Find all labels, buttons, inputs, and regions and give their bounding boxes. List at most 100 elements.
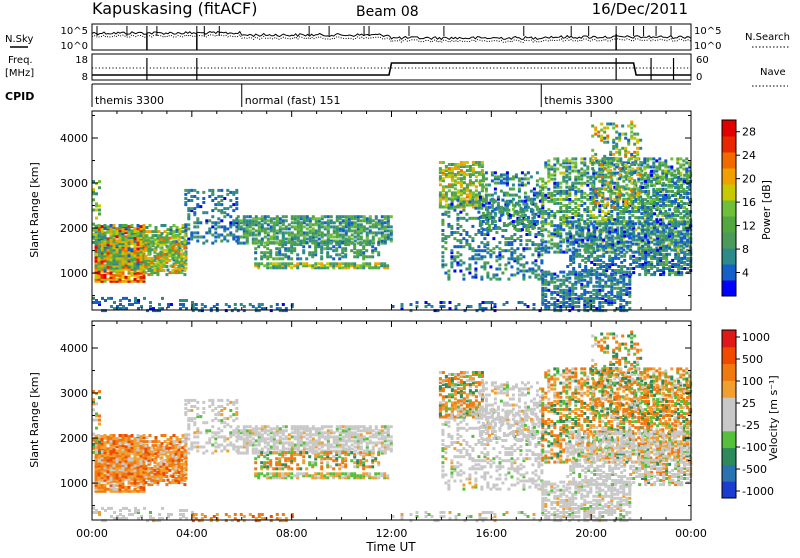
power-cell — [309, 236, 312, 239]
power-cell — [597, 131, 600, 134]
power-cell — [293, 247, 296, 250]
power-cell — [463, 181, 466, 184]
power-cell — [184, 229, 187, 232]
power-cell — [609, 157, 612, 160]
power-cell — [574, 176, 577, 179]
power-cell — [459, 263, 462, 266]
power-cell — [512, 175, 515, 178]
power-cell — [196, 236, 199, 239]
power-cell — [107, 297, 110, 300]
power-cell — [519, 257, 522, 260]
power-cell — [184, 197, 187, 200]
power-cell — [318, 238, 321, 241]
power-cell — [650, 174, 653, 177]
power-cell — [95, 192, 98, 195]
power-cell — [479, 196, 482, 199]
power-cell — [527, 305, 530, 308]
power-cell — [312, 223, 315, 226]
power-cell — [485, 194, 488, 197]
power-cell — [122, 305, 125, 308]
power-cell — [263, 264, 266, 267]
power-cell — [475, 175, 478, 178]
power-cell — [134, 297, 137, 300]
power-cell — [482, 204, 485, 207]
power-cell — [276, 303, 279, 306]
power-cell — [137, 299, 140, 302]
power-cell — [459, 211, 462, 214]
power-cell — [378, 227, 381, 230]
power-cell — [459, 270, 462, 273]
cpid-segment-label: normal (fast) 151 — [245, 94, 341, 107]
power-cell — [460, 177, 463, 180]
power-cell — [98, 253, 101, 256]
power-cell — [633, 161, 636, 164]
power-cell — [116, 227, 119, 230]
power-cell — [275, 257, 278, 260]
power-cell — [641, 190, 644, 193]
power-cell — [214, 221, 217, 224]
power-cell — [485, 177, 488, 180]
power-cell — [257, 262, 260, 265]
power-cell — [521, 200, 524, 203]
power-cell — [255, 238, 258, 241]
power-cell — [95, 239, 98, 242]
power-cell — [536, 171, 539, 174]
power-cell — [317, 262, 320, 265]
power-cell — [182, 303, 185, 306]
power-cell — [456, 223, 459, 226]
power-cell — [326, 262, 329, 265]
power-cell — [174, 247, 177, 250]
power-cell — [597, 135, 600, 138]
power-cell — [485, 222, 488, 225]
power-cell — [351, 215, 354, 218]
power-cell — [574, 190, 577, 193]
power-cell — [456, 217, 459, 220]
power-cell — [128, 242, 131, 245]
power-cell — [515, 228, 518, 231]
power-cell — [524, 196, 527, 199]
power-cell — [494, 200, 497, 203]
power-cell — [243, 215, 246, 218]
power-cell — [190, 195, 193, 198]
power-cell — [530, 208, 533, 211]
power-cell — [202, 242, 205, 245]
power-cell — [122, 224, 125, 227]
power-cell — [639, 173, 642, 176]
power-cell — [550, 166, 553, 169]
power-cell — [498, 241, 501, 244]
power-cell — [116, 261, 119, 264]
power-cell — [459, 225, 462, 228]
power-cell — [217, 217, 220, 220]
power-cell — [591, 167, 594, 170]
power-cell — [324, 215, 327, 218]
power-cell — [460, 189, 463, 192]
power-cell — [457, 181, 460, 184]
power-cell — [119, 267, 122, 270]
power-cell — [98, 213, 101, 216]
power-cell — [482, 301, 485, 304]
power-cell — [281, 241, 284, 244]
power-cell — [674, 192, 677, 195]
power-cell — [214, 227, 217, 230]
power-cell — [568, 206, 571, 209]
power-cell — [550, 178, 553, 181]
power-cell — [187, 238, 190, 241]
power-cell — [562, 190, 565, 193]
power-cell — [486, 251, 489, 254]
power-cell — [631, 168, 634, 171]
power-cell — [465, 213, 468, 216]
power-cell — [633, 155, 636, 158]
power-cell — [586, 198, 589, 201]
power-cell — [519, 243, 522, 246]
power-cell — [634, 210, 637, 213]
power-cell — [442, 193, 445, 196]
power-cell — [451, 167, 454, 170]
power-cell — [162, 237, 165, 240]
power-cell — [390, 215, 393, 218]
power-cell — [468, 217, 471, 220]
power-cell — [562, 214, 565, 217]
power-cell — [183, 269, 186, 272]
power-cell — [201, 303, 204, 306]
power-cell — [480, 265, 483, 268]
power-cell — [338, 257, 341, 260]
